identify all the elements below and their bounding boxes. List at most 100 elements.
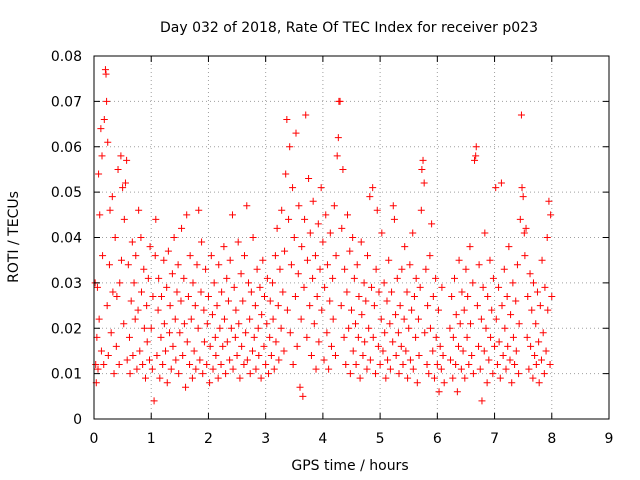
data-point xyxy=(356,374,364,382)
data-point xyxy=(154,306,162,314)
data-point xyxy=(96,211,104,219)
data-point xyxy=(496,374,504,382)
data-point xyxy=(246,370,254,378)
data-point xyxy=(311,252,319,260)
data-point xyxy=(197,288,205,296)
data-point xyxy=(263,320,271,328)
data-point xyxy=(283,306,291,314)
y-tick-label: 0.05 xyxy=(51,185,82,201)
data-point xyxy=(406,261,414,269)
data-point xyxy=(394,329,402,337)
data-point xyxy=(234,238,242,246)
data-point xyxy=(246,315,254,323)
data-point xyxy=(521,252,529,260)
data-point xyxy=(202,265,210,273)
data-point xyxy=(320,356,328,364)
data-point xyxy=(349,234,357,241)
data-point xyxy=(275,356,283,364)
data-point xyxy=(187,315,195,323)
data-point xyxy=(491,342,499,350)
data-point xyxy=(520,229,528,237)
y-tick-label: 0.01 xyxy=(51,367,82,383)
data-point xyxy=(330,202,338,210)
data-point xyxy=(188,374,196,382)
data-point xyxy=(127,297,135,305)
data-point xyxy=(525,365,533,373)
data-point xyxy=(204,292,212,300)
data-point xyxy=(273,224,281,232)
x-tick-label: 2 xyxy=(204,431,213,447)
data-point xyxy=(359,351,367,359)
data-point xyxy=(440,379,448,387)
data-point xyxy=(103,97,111,105)
data-point xyxy=(233,351,241,359)
data-point xyxy=(334,134,342,142)
data-point xyxy=(123,156,131,164)
data-point xyxy=(479,283,487,291)
data-point xyxy=(104,351,112,359)
data-point xyxy=(426,324,434,332)
data-point xyxy=(97,347,105,355)
data-point xyxy=(529,374,537,382)
data-point xyxy=(111,234,119,241)
data-point xyxy=(206,342,214,350)
data-point xyxy=(305,175,313,183)
data-point xyxy=(487,333,495,341)
data-point xyxy=(309,197,317,205)
data-point xyxy=(289,361,297,369)
data-point xyxy=(218,288,226,296)
data-point xyxy=(243,356,251,364)
data-point xyxy=(446,356,454,364)
data-point xyxy=(412,274,420,282)
data-point xyxy=(465,361,473,369)
data-point xyxy=(489,370,497,378)
x-axis-ticks: 0 1 2 3 4 5 6 7 8 9 xyxy=(90,56,614,447)
data-point xyxy=(531,351,539,359)
data-point xyxy=(412,333,420,341)
data-point xyxy=(467,320,475,328)
data-point xyxy=(451,274,458,282)
data-point xyxy=(159,361,167,369)
data-point xyxy=(508,379,516,387)
data-point xyxy=(478,397,486,405)
data-point xyxy=(432,274,440,282)
data-point xyxy=(378,229,386,237)
data-point xyxy=(160,320,168,328)
data-point xyxy=(495,338,503,346)
data-point xyxy=(277,324,285,332)
data-point xyxy=(406,356,414,364)
data-point xyxy=(434,306,442,314)
data-point xyxy=(171,315,179,323)
data-point xyxy=(100,361,108,369)
data-point xyxy=(261,292,269,300)
data-point xyxy=(245,279,252,287)
data-point xyxy=(267,351,275,359)
data-point xyxy=(546,361,554,369)
data-point xyxy=(303,256,311,264)
data-point xyxy=(462,265,470,273)
data-point xyxy=(146,356,154,364)
data-point xyxy=(472,152,480,160)
data-point xyxy=(272,338,280,346)
data-point xyxy=(396,302,404,310)
data-point xyxy=(106,206,114,214)
data-point xyxy=(338,224,346,232)
data-point xyxy=(133,365,141,373)
data-point xyxy=(93,333,101,341)
data-point xyxy=(345,324,353,332)
data-point xyxy=(130,279,138,287)
data-point xyxy=(373,206,381,214)
data-point xyxy=(198,238,206,246)
data-point xyxy=(346,370,354,378)
data-point xyxy=(544,306,552,314)
data-point xyxy=(503,292,511,300)
data-point xyxy=(349,347,357,355)
data-point xyxy=(207,252,215,260)
data-point xyxy=(163,283,171,291)
data-point xyxy=(424,302,432,310)
data-point xyxy=(259,256,267,264)
data-point xyxy=(195,206,203,214)
data-point xyxy=(318,306,326,314)
data-point xyxy=(392,311,400,319)
x-tick-label: 9 xyxy=(605,431,614,447)
